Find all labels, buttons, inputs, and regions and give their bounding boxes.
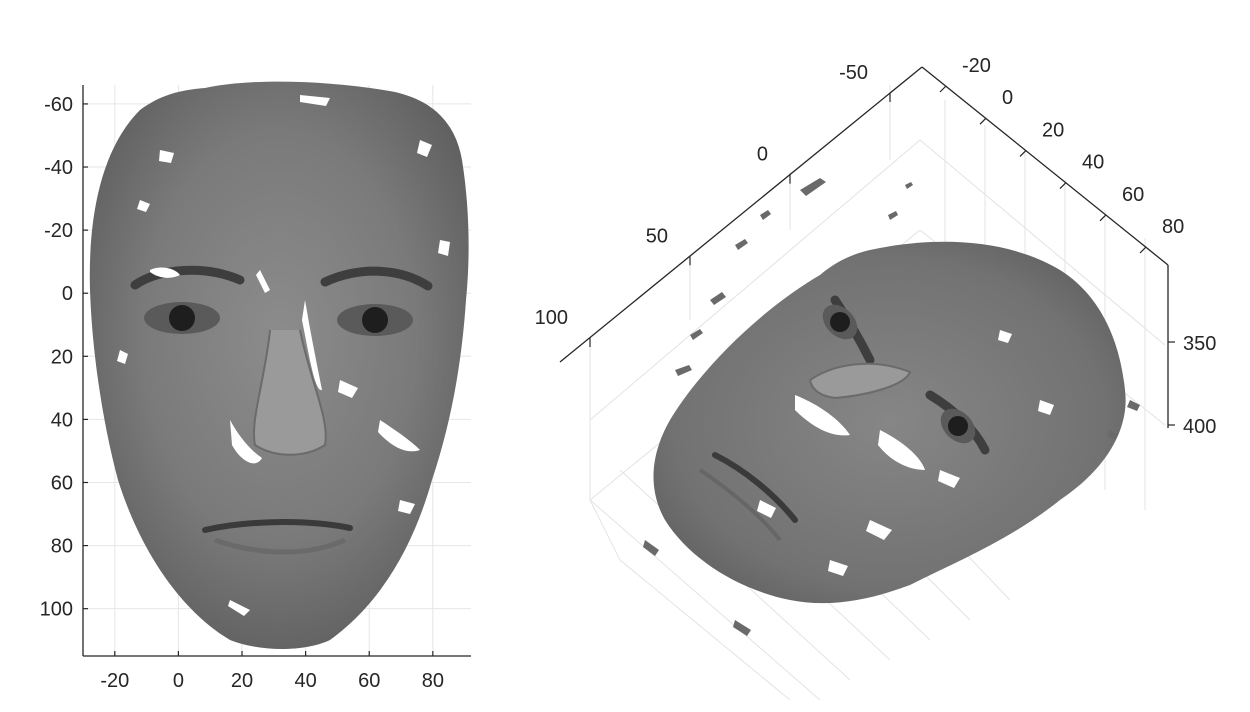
x-tick-label: 80 bbox=[422, 670, 444, 692]
y-tick-label: -60 bbox=[44, 94, 73, 116]
axis-3-tick-label: 350 bbox=[1183, 333, 1216, 355]
axis-2-line bbox=[921, 66, 1169, 266]
y-tick-label: -40 bbox=[44, 157, 73, 179]
x-tick-label: -20 bbox=[100, 670, 129, 692]
y-tick-label: 0 bbox=[62, 283, 73, 305]
y-tick-label: 40 bbox=[51, 409, 73, 431]
y-tick-label: -20 bbox=[44, 220, 73, 242]
axis-2-tick-mark bbox=[979, 117, 987, 125]
ticks-2d: -20 0 20 40 60 80 -60 -40 -20 0 20 40 60 80 100 bbox=[40, 94, 444, 692]
axis-1-line bbox=[559, 66, 923, 363]
y-tick-label: 100 bbox=[40, 599, 73, 621]
axes-2d-view: -20 0 20 40 60 80 -60 -40 -20 0 20 40 60 80 100 bbox=[40, 81, 471, 692]
x-tick-label: 20 bbox=[231, 670, 253, 692]
axis-2-tick-mark bbox=[1059, 182, 1067, 190]
axis-1-tick-label: 0 bbox=[757, 144, 768, 166]
face-surface-3d bbox=[643, 178, 1140, 636]
axes-3d-view: -50 0 50 100 -20 0 20 40 60 80 350 400 bbox=[535, 55, 1217, 701]
axis-3-tick-label: 400 bbox=[1183, 416, 1216, 438]
axis-1-tick-label: -50 bbox=[839, 62, 868, 84]
axis-1-tick-label: 50 bbox=[646, 225, 668, 247]
x-tick-label: 0 bbox=[173, 670, 184, 692]
axis-2-tick-mark bbox=[1139, 246, 1147, 254]
axis-2-tick-label: 40 bbox=[1082, 152, 1104, 174]
x-tick-label: 40 bbox=[294, 670, 316, 692]
axis-2-tick-label: -20 bbox=[962, 55, 991, 77]
y-tick-label: 20 bbox=[51, 346, 73, 368]
ticks-3d: -50 0 50 100 -20 0 20 40 60 80 350 400 bbox=[535, 55, 1217, 438]
axis-2-tick-mark bbox=[1099, 214, 1107, 222]
face-surface-2d bbox=[89, 81, 469, 649]
y-tick-label: 60 bbox=[51, 472, 73, 494]
axis-2-tick-label: 60 bbox=[1122, 184, 1144, 206]
axis-1-tick-label: 100 bbox=[535, 307, 568, 329]
axis-2-tick-mark bbox=[1019, 149, 1027, 157]
axis-2-tick-mark bbox=[939, 85, 947, 93]
x-tick-label: 60 bbox=[358, 670, 380, 692]
axis-2-tick-label: 80 bbox=[1162, 216, 1184, 238]
axis-2-tick-label: 20 bbox=[1042, 119, 1064, 141]
y-tick-label: 80 bbox=[51, 536, 73, 558]
axis-2-tick-label: 0 bbox=[1002, 87, 1013, 109]
